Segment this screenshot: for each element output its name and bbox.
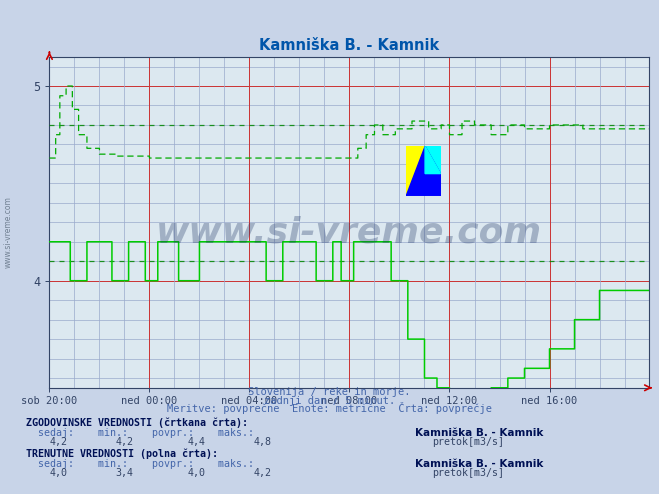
Text: 4,8: 4,8 <box>254 437 272 447</box>
Text: pretok[m3/s]: pretok[m3/s] <box>432 437 503 447</box>
Text: 3,4: 3,4 <box>115 468 133 478</box>
Text: zadnji dan / 5 minut.: zadnji dan / 5 minut. <box>264 396 395 406</box>
Polygon shape <box>406 146 440 196</box>
Text: 4,2: 4,2 <box>115 437 133 447</box>
Text: Kamniška B. - Kamnik: Kamniška B. - Kamnik <box>415 428 544 438</box>
Text: ZGODOVINSKE VREDNOSTI (črtkana črta):: ZGODOVINSKE VREDNOSTI (črtkana črta): <box>26 417 248 428</box>
Text: 4,0: 4,0 <box>188 468 206 478</box>
Text: Meritve: povprečne  Enote: metrične  Črta: povprečje: Meritve: povprečne Enote: metrične Črta:… <box>167 402 492 414</box>
Text: Kamniška B. - Kamnik: Kamniška B. - Kamnik <box>415 459 544 469</box>
Polygon shape <box>425 146 440 173</box>
Text: www.si-vreme.com: www.si-vreme.com <box>4 196 13 268</box>
Text: 4,4: 4,4 <box>188 437 206 447</box>
Text: 4,0: 4,0 <box>49 468 67 478</box>
Text: Slovenija / reke in morje.: Slovenija / reke in morje. <box>248 387 411 397</box>
Text: sedaj:    min.:    povpr.:    maks.:: sedaj: min.: povpr.: maks.: <box>26 428 254 438</box>
Text: sedaj:    min.:    povpr.:    maks.:: sedaj: min.: povpr.: maks.: <box>26 459 254 469</box>
Text: TRENUTNE VREDNOSTI (polna črta):: TRENUTNE VREDNOSTI (polna črta): <box>26 449 218 459</box>
Text: www.si-vreme.com: www.si-vreme.com <box>156 215 542 249</box>
Polygon shape <box>406 146 425 196</box>
Text: 4,2: 4,2 <box>254 468 272 478</box>
Text: pretok[m3/s]: pretok[m3/s] <box>432 468 503 478</box>
Polygon shape <box>425 146 440 173</box>
Text: 4,2: 4,2 <box>49 437 67 447</box>
Title: Kamniška B. - Kamnik: Kamniška B. - Kamnik <box>259 38 440 53</box>
